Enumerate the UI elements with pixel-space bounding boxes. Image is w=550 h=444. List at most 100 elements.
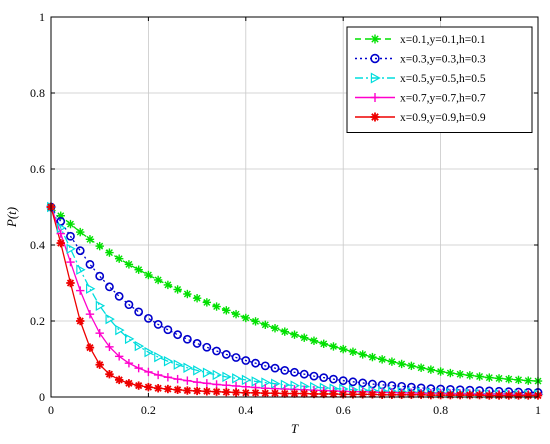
data-point-marker [85,309,95,319]
data-point-marker [95,328,104,338]
data-point-marker [514,391,523,400]
x-tick-label: 0.2 [141,403,156,417]
ticks [50,16,539,398]
legend-label: x=0.5,y=0.5,h=0.5 [400,73,486,85]
data-point-marker [144,270,153,280]
data-point-marker [387,390,397,399]
data-point-marker [212,387,221,396]
data-point-marker [183,362,193,373]
data-point-marker [66,243,76,255]
x-tick-label: 0.6 [336,403,351,417]
data-point-marker [329,342,338,351]
data-point-marker [358,350,367,359]
data-point-marker [144,382,153,392]
data-point-marker [124,333,135,345]
data-point-marker [66,257,75,267]
data-point-marker [202,387,212,396]
data-point-marker [436,367,445,376]
data-point-marker [338,376,348,386]
data-point-marker [446,390,455,400]
data-point-marker [192,386,202,396]
data-point-marker [358,378,368,388]
data-point-marker [270,363,280,373]
data-point-marker [319,373,329,383]
data-point-marker [95,300,106,312]
data-point-marker [241,356,251,365]
data-point-marker [192,339,202,348]
series-line [50,206,538,394]
data-point-marker [66,278,75,288]
data-point-marker [514,375,523,385]
data-point-marker [105,370,114,379]
data-point-marker [251,317,260,326]
data-point-marker [193,365,203,376]
data-point-marker [114,352,124,361]
data-point-marker [504,391,513,400]
data-point-marker [524,376,533,385]
data-point-marker [261,389,270,398]
data-point-marker [183,289,192,299]
data-point-marker [105,342,114,352]
data-point-marker [231,388,241,397]
data-point-marker [319,339,328,348]
data-point-marker [524,391,533,400]
data-point-marker [261,320,270,329]
data-point-marker [397,359,406,369]
data-point-marker [455,390,465,400]
data-point-marker [76,264,86,275]
data-point-marker [114,291,124,301]
data-point-marker [370,34,380,44]
data-point-marker [407,390,416,399]
data-point-marker [144,346,154,358]
data-point-marker [280,389,289,398]
data-point-marker [377,390,387,399]
data-point-marker [339,344,348,354]
data-point-marker [241,374,252,386]
data-point-marker [329,374,338,384]
data-point-marker [163,280,173,290]
x-tick-label: 1 [535,403,541,417]
x-tick-label: 0.4 [238,403,253,417]
data-point-marker [370,53,380,64]
data-point-marker [251,388,260,398]
legend-label: x=0.7,y=0.7,h=0.7 [400,93,486,105]
data-point-marker [426,390,436,400]
data-point-marker [153,320,163,329]
data-point-marker [300,333,309,342]
data-point-marker [370,112,380,122]
series-markers [46,201,544,400]
data-point-marker [173,374,182,384]
data-point-marker [416,390,426,399]
legend-label: x=0.1,y=0.1,h=0.1 [400,34,486,46]
data-point-marker [397,390,406,399]
data-point-marker [290,367,299,377]
y-axis-label: P(t) [4,207,19,228]
data-point-marker [95,241,104,251]
data-point-marker [270,389,280,398]
legend-label: x=0.3,y=0.3,h=0.3 [400,54,486,66]
data-point-marker [153,370,163,380]
data-point-marker [56,238,65,248]
data-point-marker [85,235,95,244]
data-point-marker [387,357,397,366]
y-tick-label: 0 [39,390,45,404]
data-point-marker [173,359,184,370]
data-point-marker [202,342,212,352]
plot-frame [50,16,539,398]
data-point-marker [192,294,202,303]
data-point-marker [251,358,260,368]
data-point-marker [202,298,212,307]
tick-labels: 0 0.2 0.4 0.6 0.8 1 0 0.2 0.4 0.6 0.8 1 [30,10,541,417]
data-point-marker [407,361,416,371]
data-point-marker [143,313,153,323]
data-point-marker [66,231,75,241]
data-point-marker [163,325,173,335]
data-point-marker [183,386,192,395]
data-point-marker [299,369,309,379]
data-point-marker [95,271,105,281]
data-point-marker [173,285,182,294]
data-point-marker [85,343,95,352]
data-point-marker [475,390,484,400]
data-point-marker [202,367,213,378]
